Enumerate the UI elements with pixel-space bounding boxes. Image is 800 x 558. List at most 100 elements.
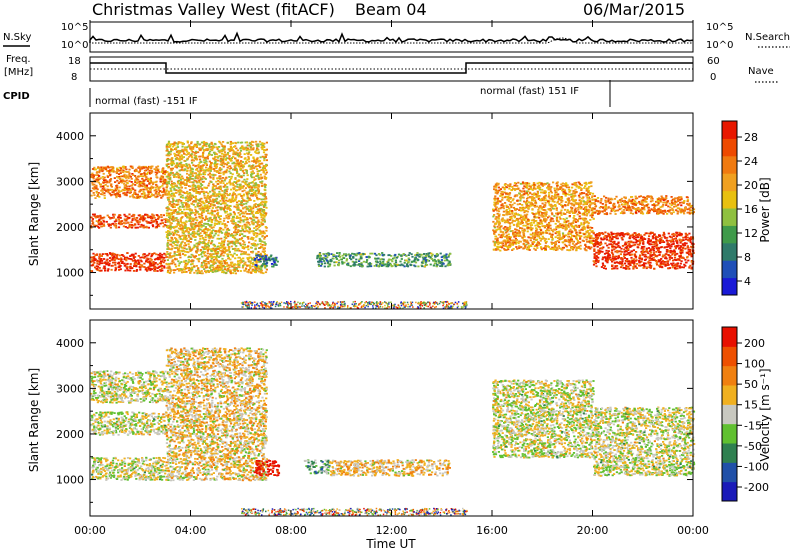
data-cell xyxy=(233,242,235,244)
data-cell xyxy=(263,257,265,259)
data-cell xyxy=(245,251,247,253)
data-cell xyxy=(118,191,120,193)
data-cell xyxy=(162,259,164,261)
data-cell xyxy=(183,164,185,166)
data-cell xyxy=(180,218,182,220)
data-cell xyxy=(180,187,182,189)
data-cell xyxy=(170,209,172,211)
data-cell xyxy=(130,258,132,260)
data-cell xyxy=(225,207,227,209)
data-cell xyxy=(201,230,203,232)
data-cell xyxy=(179,262,181,264)
data-cell xyxy=(238,175,240,177)
data-cell xyxy=(589,219,591,221)
data-cell xyxy=(346,258,348,260)
data-cell xyxy=(130,166,132,168)
data-cell xyxy=(200,266,202,268)
data-cell xyxy=(317,261,319,263)
data-cell xyxy=(203,164,205,166)
data-cell xyxy=(180,177,182,179)
data-cell xyxy=(262,255,264,257)
data-cell xyxy=(235,228,237,230)
data-cell xyxy=(261,201,263,203)
data-cell xyxy=(240,165,242,167)
data-cell xyxy=(211,143,213,145)
data-cell xyxy=(189,147,191,149)
data-cell xyxy=(424,265,426,267)
data-cell xyxy=(115,223,117,225)
data-cell xyxy=(341,261,343,263)
data-cell xyxy=(208,245,210,247)
data-cell xyxy=(253,167,255,169)
data-cell xyxy=(262,235,264,237)
data-cell xyxy=(212,266,214,268)
data-cell xyxy=(260,204,262,206)
data-cell xyxy=(151,259,153,261)
data-cell xyxy=(141,193,143,195)
data-cell xyxy=(246,213,248,215)
data-cell xyxy=(242,207,244,209)
data-cell xyxy=(323,260,325,262)
data-cell xyxy=(439,265,441,267)
data-cell xyxy=(188,156,190,158)
data-cell xyxy=(252,195,254,197)
data-cell xyxy=(107,185,109,187)
data-cell xyxy=(203,195,205,197)
data-cell xyxy=(188,144,190,146)
data-cell xyxy=(262,244,264,246)
data-cell xyxy=(261,183,263,185)
data-cell xyxy=(230,201,232,203)
data-cell xyxy=(114,181,116,183)
data-cell xyxy=(205,191,207,193)
data-cell xyxy=(173,143,175,145)
data-cell xyxy=(205,163,207,165)
data-cell xyxy=(216,260,218,262)
data-cell xyxy=(91,257,93,259)
data-cell xyxy=(393,257,395,259)
data-cell xyxy=(250,154,252,156)
data-cell xyxy=(201,167,203,169)
data-cell xyxy=(240,204,242,206)
data-cell xyxy=(197,141,199,143)
data-cell xyxy=(201,226,203,228)
data-cell xyxy=(218,221,220,223)
data-cell xyxy=(142,191,144,193)
data-cell xyxy=(94,197,96,199)
data-cell xyxy=(244,157,246,159)
data-cell xyxy=(259,166,261,168)
data-cell xyxy=(143,180,145,182)
data-cell xyxy=(194,218,196,220)
data-cell xyxy=(325,255,327,257)
data-cell xyxy=(221,198,223,200)
data-cell xyxy=(92,187,94,189)
data-cell xyxy=(167,159,169,161)
data-cell xyxy=(244,270,246,272)
data-cell xyxy=(198,187,200,189)
data-cell xyxy=(241,200,243,202)
data-cell xyxy=(388,259,390,261)
data-cell xyxy=(230,172,232,174)
data-cell xyxy=(91,265,93,267)
data-cell xyxy=(213,168,215,170)
data-cell xyxy=(223,163,225,165)
data-cell xyxy=(173,203,175,205)
data-cell xyxy=(172,168,174,170)
data-cell xyxy=(179,170,181,172)
data-cell xyxy=(210,265,212,267)
data-cell xyxy=(184,254,186,256)
data-cell xyxy=(544,213,546,215)
data-cell xyxy=(224,211,226,213)
data-cell xyxy=(131,187,133,189)
data-cell xyxy=(237,260,239,262)
data-cell xyxy=(147,191,149,193)
data-cell xyxy=(142,185,144,187)
data-cell xyxy=(123,175,125,177)
data-cell xyxy=(181,176,183,178)
data-cell xyxy=(104,197,106,199)
data-cell xyxy=(166,210,168,212)
data-cell xyxy=(228,246,230,248)
data-cell xyxy=(190,256,192,258)
data-cell xyxy=(243,190,245,192)
data-cell xyxy=(230,220,232,222)
data-cell xyxy=(120,217,122,219)
